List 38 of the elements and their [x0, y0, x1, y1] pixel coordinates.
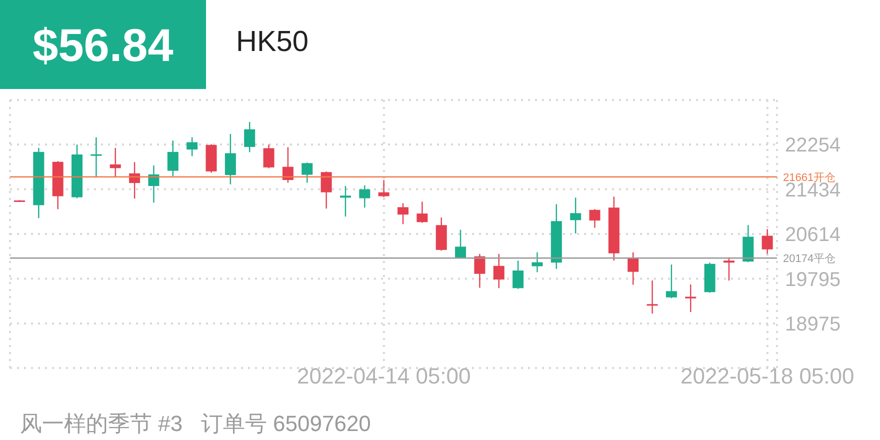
x-tick-label: 2022-04-14 05:00	[297, 364, 471, 389]
candlestick	[666, 264, 677, 299]
candlestick	[628, 252, 639, 286]
candlestick	[359, 184, 370, 208]
candlestick	[244, 121, 256, 153]
candlestick	[148, 164, 160, 204]
candlestick	[570, 197, 582, 234]
ref-line-label: 20174平仓	[783, 252, 836, 265]
text: 风一样的季节 #3 订单号 65097620	[20, 410, 371, 438]
candlestick	[263, 144, 274, 169]
candlestick	[90, 136, 102, 178]
chart-title: $56.84	[0, 0, 206, 89]
x-tick-label: 2022-05-18 05:00	[680, 364, 854, 389]
y-tick-label: 19795	[785, 268, 841, 291]
candlestick	[320, 170, 332, 210]
candlestick	[455, 229, 466, 259]
candlestick	[302, 162, 313, 184]
candlestick	[416, 201, 428, 224]
y-tick-label: 22254	[785, 134, 841, 157]
candlestick	[398, 202, 408, 225]
candlestick	[512, 260, 524, 290]
candlestick	[493, 253, 504, 289]
candlestick	[167, 140, 178, 177]
candlestick	[723, 256, 734, 282]
candlestick	[282, 146, 294, 184]
candlestick	[589, 208, 600, 228]
candlestick	[532, 252, 543, 273]
candlestick	[685, 284, 696, 313]
candlestick	[340, 185, 351, 218]
candlestick	[474, 253, 486, 288]
candlestick	[646, 280, 658, 314]
chart-subtitle: HK50	[236, 26, 309, 59]
candlestick	[224, 133, 236, 185]
y-tick-label: 18975	[785, 314, 841, 336]
candlestick	[762, 228, 773, 255]
y-tick-label: 20614	[785, 224, 841, 246]
candlestick	[110, 147, 121, 178]
candlestick	[186, 136, 198, 157]
